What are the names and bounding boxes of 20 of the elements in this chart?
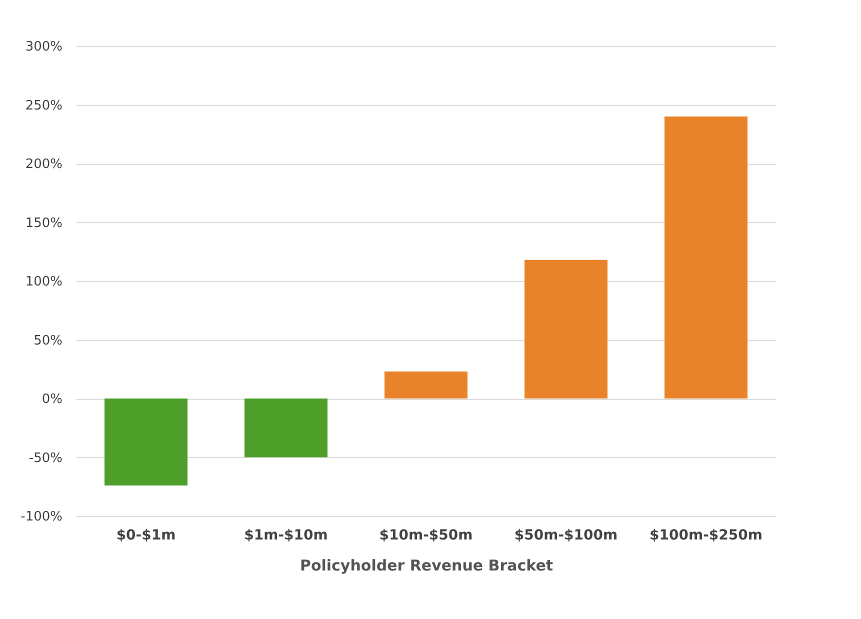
x-tick-label: $1m-$10m: [244, 528, 328, 544]
y-tick-label: 50%: [34, 333, 62, 348]
y-tick-label: 100%: [25, 274, 62, 290]
bar: [244, 398, 328, 458]
y-tick-label: 0%: [42, 392, 62, 407]
bar: [104, 398, 188, 486]
x-tick-label: $0-$1m: [116, 528, 176, 544]
y-tick-label: 300%: [25, 40, 62, 54]
bar: [384, 371, 468, 398]
x-tick-label: $10m-$50m: [379, 528, 473, 544]
y-tick-label: -100%: [20, 510, 62, 524]
bar: [524, 260, 608, 398]
y-tick-label: 150%: [25, 216, 62, 231]
x-tick-label: $50m-$100m: [514, 528, 618, 544]
x-tick-label: $100m-$250m: [650, 528, 762, 544]
y-tick-label: 200%: [25, 157, 62, 172]
x-axis-title: Policyholder Revenue Bracket: [300, 556, 554, 574]
y-tick-label: 250%: [25, 98, 62, 114]
bar: [664, 116, 748, 398]
y-tick-label: -50%: [28, 450, 62, 466]
